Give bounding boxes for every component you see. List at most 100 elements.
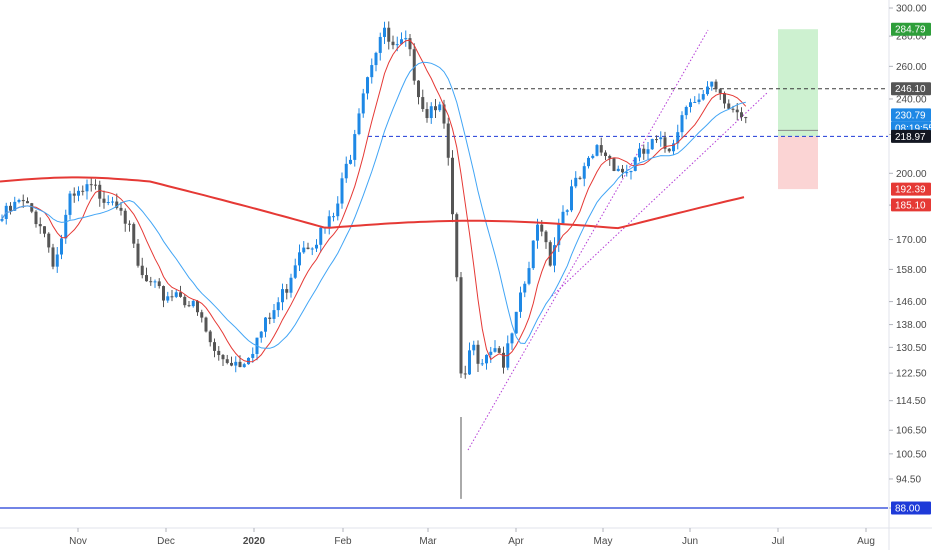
candle-body bbox=[612, 158, 616, 171]
candle-body bbox=[710, 81, 714, 87]
candle-body bbox=[247, 357, 250, 365]
candle-body bbox=[744, 117, 748, 119]
candle-body bbox=[693, 101, 697, 103]
candle-body bbox=[38, 224, 42, 227]
candle-body bbox=[357, 113, 361, 135]
candle-body bbox=[68, 193, 72, 215]
candle-body bbox=[285, 289, 289, 293]
candle-body bbox=[234, 361, 238, 366]
candle-body bbox=[264, 317, 267, 332]
y-tick-label: 260.00 bbox=[896, 62, 927, 73]
candle-body bbox=[591, 155, 595, 158]
candle-body bbox=[604, 152, 607, 157]
candle-body bbox=[77, 190, 80, 196]
candle-body bbox=[629, 170, 633, 173]
candle-body bbox=[378, 36, 382, 53]
candle-body bbox=[319, 227, 323, 245]
candle-body bbox=[98, 184, 102, 199]
candle-body bbox=[574, 177, 578, 187]
candle-body bbox=[655, 139, 658, 141]
candle-body bbox=[332, 216, 335, 218]
candle-body bbox=[268, 317, 272, 319]
candle-body bbox=[123, 210, 127, 224]
candle-body bbox=[361, 93, 365, 114]
y-tick-label: 280.00 bbox=[896, 32, 927, 43]
x-tick-label: Nov bbox=[69, 536, 87, 547]
candle-body bbox=[425, 109, 429, 119]
candle-body bbox=[217, 350, 221, 356]
candle-body bbox=[340, 178, 344, 204]
candle-body bbox=[468, 350, 471, 375]
candle-body bbox=[493, 348, 497, 352]
price-label-text: 08:19:55 bbox=[895, 123, 932, 134]
candle-body bbox=[174, 292, 178, 297]
candle-body bbox=[400, 39, 403, 45]
candle-body bbox=[170, 296, 174, 298]
x-tick-label: 2020 bbox=[243, 536, 266, 547]
candle-body bbox=[72, 193, 76, 196]
candle-body bbox=[353, 134, 357, 160]
candle-body bbox=[455, 214, 459, 278]
candle-body bbox=[727, 103, 731, 109]
candle-body bbox=[204, 317, 208, 332]
candle-body bbox=[272, 310, 276, 319]
candle-body bbox=[489, 351, 493, 355]
candle-body bbox=[55, 254, 59, 267]
price-label-text: 284.79 bbox=[895, 25, 926, 36]
ma-long-line bbox=[0, 176, 745, 230]
candle-body bbox=[544, 231, 548, 243]
candle-body bbox=[293, 265, 297, 278]
candle-body bbox=[570, 186, 573, 211]
candle-body bbox=[616, 168, 620, 171]
candle-body bbox=[153, 281, 157, 283]
candle-body bbox=[595, 145, 599, 156]
candle-body bbox=[706, 86, 709, 95]
candle-body bbox=[47, 233, 51, 248]
y-tick-label: 158.00 bbox=[896, 265, 927, 276]
candle-body bbox=[659, 137, 663, 140]
candle-body bbox=[136, 243, 140, 266]
candle-body bbox=[459, 277, 463, 374]
candle-body bbox=[327, 216, 331, 227]
candle-body bbox=[387, 27, 391, 42]
candle-body bbox=[536, 224, 539, 241]
candle-body bbox=[582, 166, 586, 179]
price-label-badge bbox=[891, 198, 931, 212]
candle-body bbox=[64, 214, 68, 239]
candle-body bbox=[166, 296, 170, 301]
candle-body bbox=[599, 145, 603, 153]
candle-body bbox=[13, 201, 17, 211]
y-tick-label: 138.00 bbox=[896, 320, 927, 331]
candle-body bbox=[9, 205, 12, 211]
candle-body bbox=[162, 286, 165, 301]
candle-body bbox=[21, 199, 25, 202]
candle-body bbox=[633, 157, 637, 171]
candle-body bbox=[476, 344, 480, 364]
candle-body bbox=[366, 77, 369, 94]
x-tick-label: Apr bbox=[508, 536, 524, 547]
price-label-text: 246.10 bbox=[895, 84, 926, 95]
candle-body bbox=[115, 201, 119, 208]
candle-body bbox=[183, 296, 187, 306]
price-label-badge bbox=[891, 501, 931, 515]
candle-body bbox=[523, 283, 527, 293]
candle-body bbox=[238, 361, 242, 368]
candle-body bbox=[438, 104, 442, 111]
candle-body bbox=[527, 268, 531, 284]
candle-body bbox=[336, 203, 340, 217]
candle-body bbox=[149, 281, 153, 283]
candle-body bbox=[191, 300, 195, 307]
candle-body bbox=[701, 94, 705, 100]
candle-body bbox=[26, 201, 29, 204]
candle-body bbox=[519, 292, 522, 312]
price-label-text: 218.97 bbox=[895, 132, 926, 143]
candle-body bbox=[497, 348, 501, 353]
x-tick-label: Mar bbox=[419, 536, 437, 547]
candle-body bbox=[374, 52, 378, 66]
candle-body bbox=[230, 362, 233, 366]
candle-body bbox=[30, 203, 34, 212]
candle-body bbox=[276, 302, 280, 311]
y-tick-label: 200.00 bbox=[896, 169, 927, 180]
